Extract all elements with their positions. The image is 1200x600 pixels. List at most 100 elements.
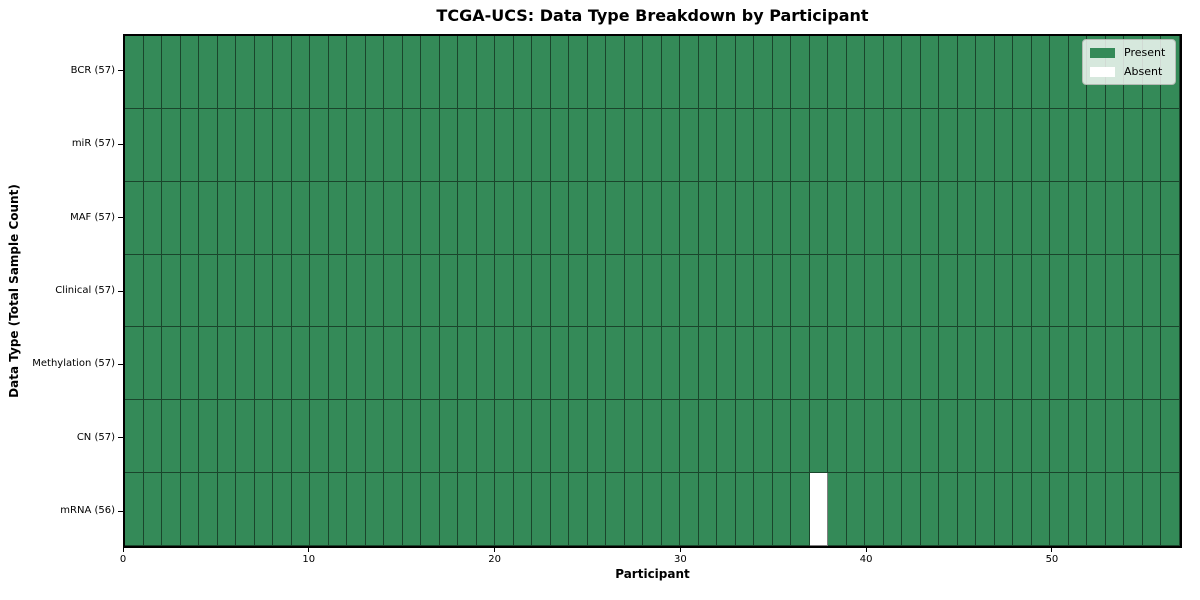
heatmap-cell (310, 108, 329, 182)
heatmap-cell (310, 327, 329, 401)
heatmap-cell (957, 400, 977, 474)
heatmap-cell (532, 181, 551, 255)
heatmap-cell (624, 327, 644, 401)
heatmap-cell (698, 400, 718, 474)
heatmap-cell (328, 327, 348, 401)
heatmap-cell (643, 400, 662, 474)
heatmap-cell (865, 181, 884, 255)
heatmap-cell (421, 254, 440, 328)
heatmap-cell (606, 254, 625, 328)
y-tick-mark (118, 363, 123, 365)
heatmap-cell (532, 473, 551, 546)
heatmap-cell (143, 181, 163, 255)
heatmap-cell (994, 36, 1014, 109)
x-tick-label: 20 (488, 554, 501, 565)
heatmap-cell (125, 108, 144, 182)
heatmap-cell (661, 473, 681, 546)
heatmap-cell (328, 36, 348, 109)
heatmap-cell (957, 254, 977, 328)
heatmap-cell (532, 400, 551, 474)
heatmap-cell (846, 181, 866, 255)
heatmap-cell (217, 108, 237, 182)
heatmap-cell (421, 327, 440, 401)
heatmap-cell (939, 181, 958, 255)
heatmap-cell (1087, 108, 1106, 182)
heatmap-cell (402, 400, 422, 474)
heatmap-cell (162, 473, 181, 546)
heatmap-cell (809, 327, 829, 401)
heatmap-cell (717, 327, 736, 401)
heatmap-cell (865, 108, 884, 182)
heatmap-cell (587, 108, 607, 182)
heatmap-cell (180, 108, 200, 182)
heatmap-cell (791, 181, 810, 255)
heatmap-cell (476, 327, 496, 401)
heatmap-cell (957, 327, 977, 401)
heatmap-cell (162, 108, 181, 182)
heatmap-cell (384, 108, 403, 182)
heatmap-cell (273, 36, 292, 109)
heatmap-cell (384, 473, 403, 546)
y-tick-mark (118, 70, 123, 72)
heatmap-cell (791, 327, 810, 401)
chart-title: TCGA-UCS: Data Type Breakdown by Partici… (436, 6, 869, 25)
heatmap-cell (550, 400, 570, 474)
heatmap-cell (902, 36, 921, 109)
heatmap-cell (920, 108, 940, 182)
heatmap-cell (236, 473, 255, 546)
heatmap-cell (199, 108, 218, 182)
heatmap-cell (384, 181, 403, 255)
heatmap-cell (125, 400, 144, 474)
heatmap-cell (902, 108, 921, 182)
heatmap-cell (717, 108, 736, 182)
heatmap-cell (495, 400, 514, 474)
heatmap-cell (865, 400, 884, 474)
heatmap-cell (458, 254, 477, 328)
y-tick-label: BCR (57) (70, 64, 115, 76)
heatmap-cell (643, 108, 662, 182)
heatmap-cell (698, 473, 718, 546)
heatmap-cell (254, 36, 274, 109)
heatmap-cell (717, 181, 736, 255)
heatmap-cell (846, 327, 866, 401)
heatmap-cell (1161, 473, 1180, 546)
heatmap-cell (1068, 181, 1088, 255)
heatmap-cell (1105, 108, 1125, 182)
heatmap-cell (883, 108, 903, 182)
heatmap-cell (1050, 327, 1069, 401)
heatmap-cell (143, 36, 163, 109)
heatmap-cell (680, 36, 699, 109)
heatmap-cell (865, 254, 884, 328)
heatmap-cell (865, 473, 884, 546)
heatmap-cell (754, 181, 773, 255)
y-axis-title: Data Type (Total Sample Count) (7, 184, 21, 398)
heatmap-cell (754, 400, 773, 474)
heatmap-cell (680, 108, 699, 182)
heatmap-cell (162, 400, 181, 474)
heatmap-cell (291, 473, 311, 546)
heatmap-cell (735, 36, 755, 109)
heatmap-cell (1013, 108, 1032, 182)
heatmap-cell (1142, 400, 1162, 474)
heatmap-cell (439, 108, 459, 182)
heatmap-cell (865, 36, 884, 109)
heatmap-cell (1013, 473, 1032, 546)
heatmap-cell (217, 254, 237, 328)
heatmap-cell (587, 473, 607, 546)
heatmap-cell (384, 400, 403, 474)
heatmap-cell (384, 327, 403, 401)
heatmap-cell (1050, 400, 1069, 474)
heatmap-cell (828, 181, 847, 255)
heatmap-cell (1161, 108, 1180, 182)
heatmap-cell (199, 327, 218, 401)
heatmap-cell (828, 400, 847, 474)
x-tick-mark (865, 548, 867, 552)
heatmap-cell (1068, 108, 1088, 182)
y-tick-label: MAF (57) (70, 211, 115, 223)
heatmap-cell (569, 400, 588, 474)
y-tick-label: Clinical (57) (55, 285, 115, 296)
heatmap-cell (273, 473, 292, 546)
heatmap-cell (976, 327, 995, 401)
heatmap-cell (920, 327, 940, 401)
heatmap-cell (735, 400, 755, 474)
